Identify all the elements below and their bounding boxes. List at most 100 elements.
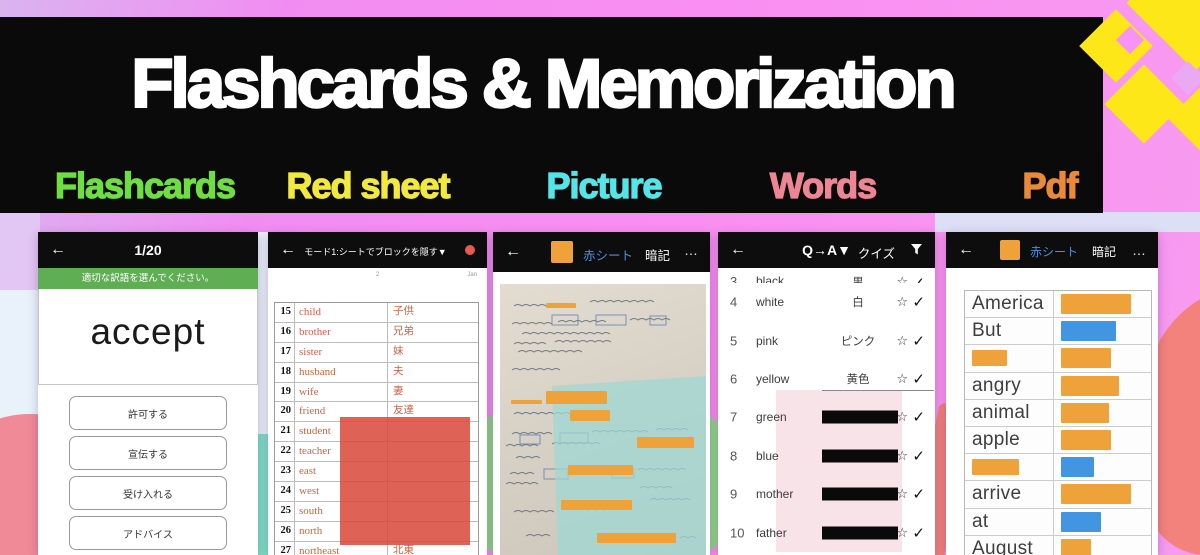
hidden-answer-bar[interactable] xyxy=(822,526,898,540)
record-dot-icon[interactable] xyxy=(465,245,475,255)
photo-highlight-block[interactable] xyxy=(546,391,607,404)
check-icon[interactable]: ✓ xyxy=(912,332,925,350)
check-icon[interactable]: ✓ xyxy=(912,274,925,283)
back-icon[interactable]: ← xyxy=(730,241,746,258)
row-number: 16 xyxy=(275,322,295,342)
pdf-word-cell: But xyxy=(965,318,1054,345)
row-number: 9 xyxy=(730,486,738,502)
pdf-answer-cell xyxy=(1054,538,1151,555)
word-row[interactable]: 4 white 白 ☆ ✓ xyxy=(718,283,935,321)
answer-highlight-block[interactable] xyxy=(1061,430,1111,451)
word-row[interactable]: 6 yellow 黄色 ☆ ✓ xyxy=(718,360,935,398)
word-cell: northeast xyxy=(295,541,388,555)
hidden-answer-bar[interactable] xyxy=(822,410,898,424)
answer-highlight-block[interactable] xyxy=(1061,321,1116,342)
hidden-answer-bar[interactable] xyxy=(822,449,898,463)
check-icon[interactable]: ✓ xyxy=(912,409,925,427)
word-row[interactable]: 9 mother ☆ ✓ xyxy=(718,475,935,513)
row-number: 20 xyxy=(275,402,295,422)
memorize-tab[interactable]: 暗記 xyxy=(645,249,671,263)
photo-highlight-block[interactable] xyxy=(561,500,632,510)
answer-highlight-block[interactable] xyxy=(1061,538,1091,555)
word-label: animal xyxy=(972,401,1030,423)
row-number: 24 xyxy=(275,482,295,501)
choice-button[interactable]: 宣伝する xyxy=(69,436,227,470)
vocab-row: 17 sister 妹 xyxy=(275,342,478,363)
word-highlight-block[interactable] xyxy=(972,459,1019,476)
highlight-color-swatch-icon[interactable] xyxy=(1000,240,1020,260)
check-icon[interactable]: ✓ xyxy=(912,370,925,388)
photo-highlight-block[interactable] xyxy=(637,437,694,448)
photo-highlight-block[interactable] xyxy=(511,400,542,404)
back-icon[interactable]: ← xyxy=(958,241,974,258)
check-icon[interactable]: ✓ xyxy=(912,486,925,504)
choice-button[interactable]: アドバイス xyxy=(69,516,227,550)
vocab-row: 27 northeast 北東 xyxy=(275,541,478,555)
row-number: 6 xyxy=(730,371,738,387)
back-icon[interactable]: ← xyxy=(505,243,521,260)
answer-highlight-block[interactable] xyxy=(1061,294,1131,315)
word-label: white xyxy=(756,295,785,310)
pdf-row xyxy=(965,454,1151,482)
memorize-tab[interactable]: 暗記 xyxy=(1092,245,1117,259)
word-row[interactable]: 3 black 黒 ☆ ✓ xyxy=(718,268,935,283)
sheet-header: ← モード1:シートでブロックを隠す▼ xyxy=(268,232,487,268)
mode-dropdown[interactable]: モード1:シートでブロックを隠す▼ xyxy=(304,247,447,257)
star-icon[interactable]: ☆ xyxy=(896,274,908,283)
banner-label-picture: Picture xyxy=(546,164,663,206)
pdf-row: angry xyxy=(965,372,1151,400)
photo-highlight-block[interactable] xyxy=(568,465,633,475)
answer-highlight-block[interactable] xyxy=(1061,484,1131,505)
check-icon[interactable]: ✓ xyxy=(912,294,925,312)
check-icon[interactable]: ✓ xyxy=(912,524,925,542)
word-row[interactable]: 7 green ☆ ✓ xyxy=(718,398,935,436)
choice-button[interactable]: 許可する xyxy=(69,396,227,430)
more-icon[interactable]: … xyxy=(1132,242,1147,258)
answer-highlight-block[interactable] xyxy=(1061,348,1111,369)
word-cell: wife xyxy=(295,382,388,402)
red-sheet-tab[interactable]: 赤シート xyxy=(583,249,634,263)
more-icon[interactable]: … xyxy=(684,242,699,258)
word-highlight-block[interactable] xyxy=(972,350,1007,367)
row-number: 17 xyxy=(275,342,295,362)
word-row[interactable]: 8 blue ☆ ✓ xyxy=(718,437,935,475)
photo-highlight-block[interactable] xyxy=(570,410,610,421)
star-icon[interactable]: ☆ xyxy=(896,332,908,348)
pdf-word-cell: August xyxy=(965,535,1054,555)
answer-highlight-block[interactable] xyxy=(1061,457,1094,478)
hidden-answer-bar[interactable] xyxy=(822,487,898,501)
mode-selector[interactable]: Q→A▼ xyxy=(802,242,851,258)
star-icon[interactable]: ☆ xyxy=(896,524,908,540)
word-label: apple xyxy=(972,429,1020,451)
word-cell: friend xyxy=(295,402,388,422)
choice-button[interactable]: 受け入れる xyxy=(69,476,227,510)
back-icon[interactable]: ← xyxy=(280,241,296,258)
quiz-tab[interactable]: クイズ xyxy=(857,247,895,261)
star-icon[interactable]: ☆ xyxy=(896,370,908,386)
meaning-cell: 北東 xyxy=(393,544,414,555)
red-sheet-tab[interactable]: 赤シート xyxy=(1030,245,1079,259)
star-icon[interactable]: ☆ xyxy=(896,486,908,502)
word-row[interactable]: 5 pink ピンク ☆ ✓ xyxy=(718,321,935,359)
photo-highlight-block[interactable] xyxy=(597,533,676,543)
back-icon[interactable]: ← xyxy=(50,241,66,258)
feature-labels: Flashcards Red sheet Picture Words Pdf xyxy=(0,162,1103,210)
answer-highlight-block[interactable] xyxy=(1061,511,1101,532)
answer-highlight-block[interactable] xyxy=(1061,375,1119,396)
star-icon[interactable]: ☆ xyxy=(896,447,908,463)
pdf-row: at xyxy=(965,508,1151,536)
word-label: August xyxy=(972,537,1033,555)
star-icon[interactable]: ☆ xyxy=(896,409,908,425)
check-icon[interactable]: ✓ xyxy=(912,447,925,465)
sheet-edge-line xyxy=(822,390,934,391)
photo-highlight-block[interactable] xyxy=(546,303,576,308)
bg-lavender-strip xyxy=(0,212,40,296)
word-label: green xyxy=(756,410,787,425)
word-row[interactable]: 10 father ☆ ✓ xyxy=(718,513,935,551)
star-icon[interactable]: ☆ xyxy=(896,294,908,310)
highlight-color-swatch-icon[interactable] xyxy=(551,241,573,263)
vocab-row: 15 child 子供 xyxy=(275,303,478,323)
filter-icon[interactable] xyxy=(910,243,923,261)
answer-highlight-block[interactable] xyxy=(1061,402,1109,423)
